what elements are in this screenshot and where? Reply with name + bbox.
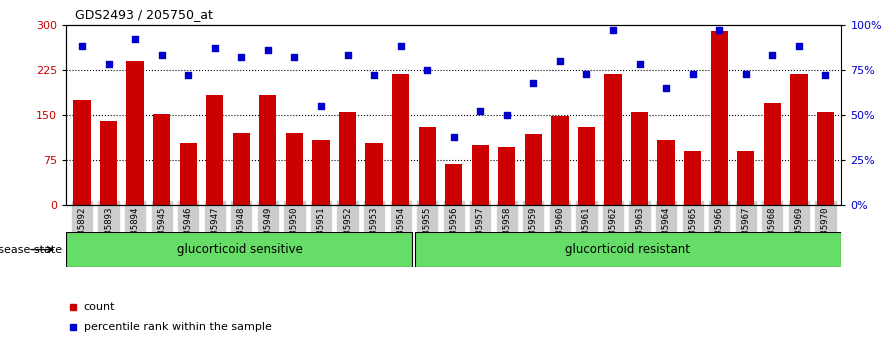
Point xyxy=(659,85,673,91)
Bar xyxy=(259,95,277,205)
Point xyxy=(766,53,780,58)
Bar xyxy=(366,143,382,205)
Point xyxy=(526,80,540,85)
Text: disease state: disease state xyxy=(0,245,62,255)
Bar xyxy=(525,134,542,205)
Point xyxy=(287,55,301,60)
Bar xyxy=(66,232,412,267)
Point xyxy=(685,71,700,76)
Point xyxy=(101,62,115,67)
Bar xyxy=(631,112,648,205)
Bar xyxy=(445,164,463,205)
Bar xyxy=(415,232,841,267)
Text: glucorticoid sensitive: glucorticoid sensitive xyxy=(177,243,303,256)
Bar xyxy=(817,112,834,205)
Text: glucorticoid resistant: glucorticoid resistant xyxy=(565,243,690,256)
Bar xyxy=(339,112,356,205)
Bar xyxy=(100,121,117,205)
Bar xyxy=(604,74,622,205)
Bar xyxy=(711,31,728,205)
Point xyxy=(580,71,594,76)
Point xyxy=(818,73,833,78)
Point xyxy=(128,36,142,42)
Bar xyxy=(285,133,303,205)
Bar xyxy=(313,140,329,205)
Point xyxy=(314,103,328,109)
Bar xyxy=(684,151,701,205)
Point xyxy=(340,53,354,58)
Bar xyxy=(764,103,781,205)
Bar xyxy=(233,133,250,205)
Point xyxy=(739,71,753,76)
Bar xyxy=(206,95,224,205)
Bar xyxy=(418,127,436,205)
Point xyxy=(181,73,196,78)
Bar xyxy=(127,61,144,205)
Point xyxy=(208,45,222,51)
Bar xyxy=(180,143,196,205)
Bar xyxy=(657,140,675,205)
Point xyxy=(473,109,487,114)
Point xyxy=(394,44,408,49)
Bar xyxy=(578,127,595,205)
Point xyxy=(606,27,620,33)
Text: GDS2493 / 205750_at: GDS2493 / 205750_at xyxy=(75,8,212,21)
Point xyxy=(420,67,434,73)
Point xyxy=(712,27,726,33)
Text: count: count xyxy=(84,302,115,312)
Bar xyxy=(552,116,568,205)
Point xyxy=(75,44,89,49)
Bar xyxy=(790,74,808,205)
Point xyxy=(261,47,275,53)
Point xyxy=(367,73,381,78)
Point xyxy=(633,62,647,67)
Bar xyxy=(737,151,754,205)
Point xyxy=(792,44,806,49)
Text: percentile rank within the sample: percentile rank within the sample xyxy=(84,322,271,332)
Bar xyxy=(392,74,410,205)
Bar xyxy=(153,114,170,205)
Point xyxy=(154,53,168,58)
Point xyxy=(500,112,514,118)
Point xyxy=(234,55,248,60)
Bar xyxy=(73,100,91,205)
Bar xyxy=(471,145,489,205)
Point xyxy=(447,134,461,139)
Bar xyxy=(498,147,515,205)
Point xyxy=(553,58,567,64)
